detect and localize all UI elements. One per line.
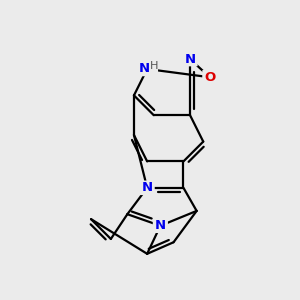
FancyBboxPatch shape [153, 218, 168, 233]
Text: O: O [204, 71, 215, 84]
FancyBboxPatch shape [136, 62, 158, 76]
FancyBboxPatch shape [140, 181, 155, 195]
FancyBboxPatch shape [202, 70, 218, 85]
FancyBboxPatch shape [182, 52, 198, 66]
Text: N: N [142, 181, 153, 194]
Text: H: H [149, 61, 158, 71]
Text: N: N [155, 219, 166, 232]
Text: N: N [139, 62, 150, 76]
Text: N: N [184, 52, 196, 66]
